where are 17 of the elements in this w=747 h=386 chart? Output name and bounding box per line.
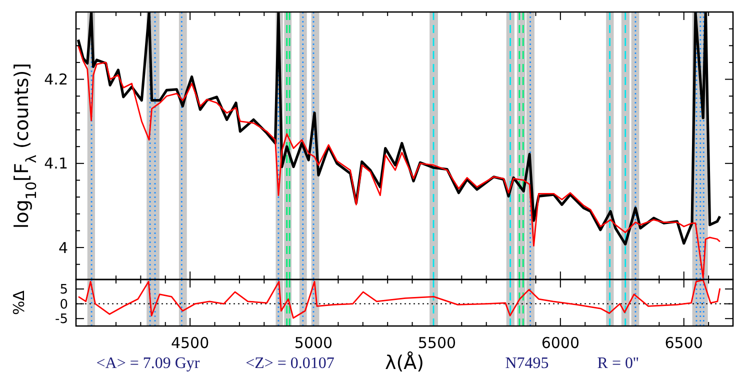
text: R = 0''	[597, 355, 639, 372]
text: N7495	[505, 355, 549, 372]
y-tick-label: 5	[60, 282, 68, 298]
y-tick-label: 4	[58, 238, 68, 257]
y-axis-title: %Δ	[10, 290, 28, 316]
x-tick-label: 6500	[664, 334, 703, 352]
text: <Z> = 0.0107	[246, 355, 334, 372]
y-tick-label: -5	[55, 312, 68, 328]
x-tick-label: 5500	[418, 334, 456, 352]
y-tick-label: 0	[60, 297, 68, 312]
x-tick-label: 4500	[170, 334, 210, 352]
y-tick-label: 4.1	[44, 154, 68, 173]
x-tick-label: 6000	[541, 334, 580, 352]
x-tick-label: 5000	[294, 334, 333, 352]
x-axis-title: λ(Å)	[384, 351, 424, 374]
y-tick-label: 4.2	[44, 70, 68, 89]
text: <A> = 7.09 Gyr	[96, 355, 200, 372]
